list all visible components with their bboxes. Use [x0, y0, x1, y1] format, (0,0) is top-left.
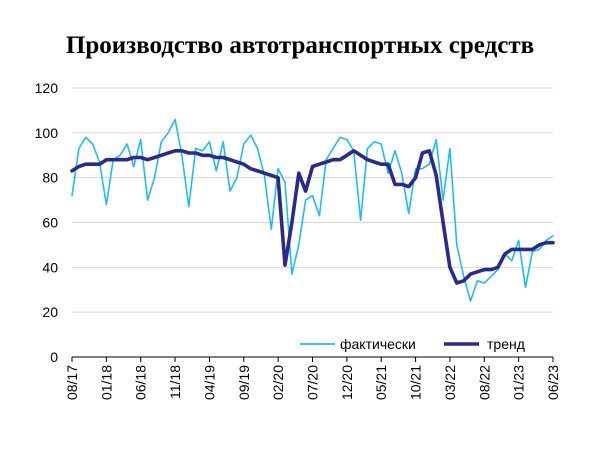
y-axis: 0 20 40 60 80 100 120 [35, 80, 59, 365]
y-tick-label: 120 [35, 80, 59, 96]
x-axis: 08/17 01/18 06/18 11/18 04/19 09/19 02/20 07/20… [64, 356, 561, 400]
x-tick-label: 10/21 [408, 365, 424, 400]
chart-title: Производство автотранспортных средств [65, 32, 535, 59]
x-tick-label: 06/23 [545, 365, 561, 400]
y-tick-label: 0 [50, 349, 58, 365]
x-tick-label: 09/19 [236, 365, 252, 400]
x-tick-label: 12/20 [339, 365, 355, 400]
y-tick-label: 80 [42, 170, 58, 186]
series [70, 118, 555, 302]
x-tick-label: 08/17 [64, 365, 80, 400]
series-line-trend [70, 149, 555, 285]
legend-label-trend: тренд [487, 336, 525, 352]
x-tick-label: 11/18 [167, 365, 183, 399]
x-tick-label: 06/18 [133, 365, 149, 400]
y-tick-label: 60 [42, 215, 58, 231]
y-tick-label: 40 [42, 259, 58, 275]
x-tick-label: 01/18 [98, 365, 114, 400]
x-tick-label: 07/20 [305, 365, 321, 400]
series-line-actual [71, 118, 554, 302]
legend: фактически тренд [300, 336, 525, 352]
x-tick-label: 01/23 [511, 365, 527, 400]
y-tick-label: 20 [42, 304, 58, 320]
y-tick-label: 100 [35, 125, 59, 141]
x-tick-label: 08/22 [476, 365, 492, 400]
x-tick-label: 02/20 [270, 365, 286, 400]
x-tick-label: 03/22 [442, 365, 458, 400]
x-tick-label: 05/21 [373, 365, 389, 400]
gridlines [72, 87, 553, 313]
legend-label-actual: фактически [340, 336, 416, 352]
x-tick-label: 04/19 [201, 365, 217, 400]
